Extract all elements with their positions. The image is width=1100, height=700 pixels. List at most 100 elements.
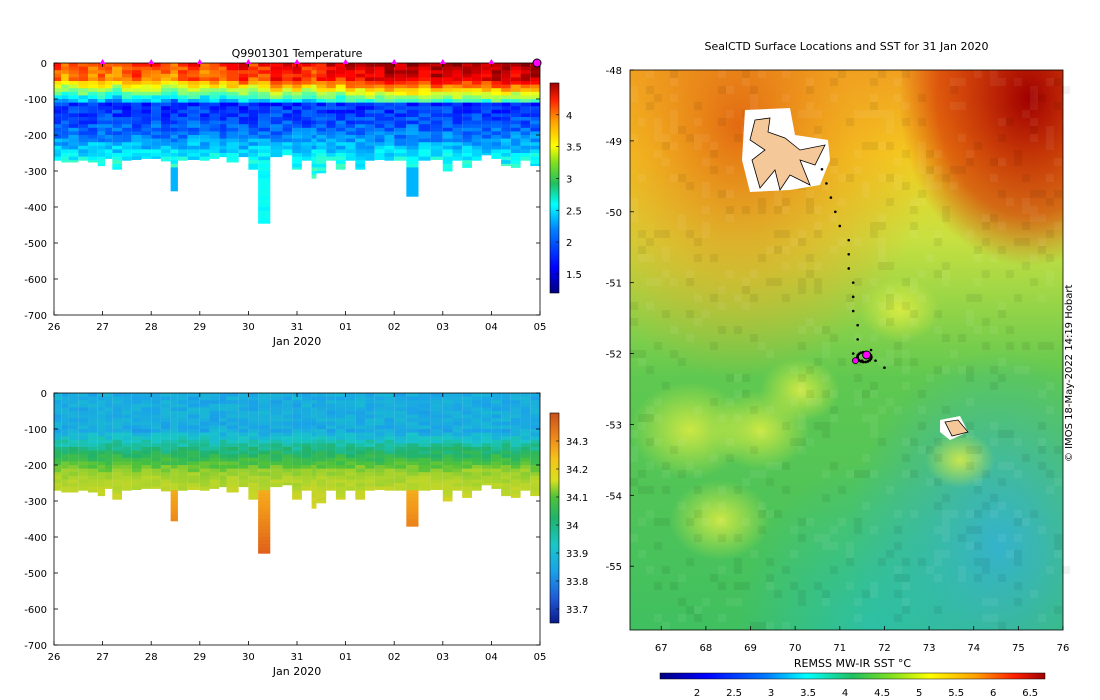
temp-cell xyxy=(270,81,283,86)
sal-cell xyxy=(530,429,540,434)
sst-pixel-noise xyxy=(870,230,878,238)
sst-pixel-noise xyxy=(990,158,998,166)
x-tick-label: 01 xyxy=(339,322,352,333)
sal-cell xyxy=(394,439,407,444)
temp-cell xyxy=(335,66,346,71)
temp-cell xyxy=(394,145,407,150)
sst-pixel-noise xyxy=(670,174,678,182)
temp-cell xyxy=(510,109,521,114)
temp-cell xyxy=(384,124,395,129)
sal-cell xyxy=(335,461,346,466)
temp-cell xyxy=(270,142,283,147)
sal-cell xyxy=(282,457,293,462)
temp-cell xyxy=(355,120,366,125)
temp-cell xyxy=(374,109,385,114)
temp-cell xyxy=(345,109,356,114)
latest-profile-marker xyxy=(532,58,542,68)
sal-cell xyxy=(530,421,540,426)
sal-cell xyxy=(374,411,385,416)
sal-cell xyxy=(335,475,346,480)
sst-pixel-noise xyxy=(830,158,838,166)
sst-pixel-noise xyxy=(638,414,646,422)
temp-cell xyxy=(112,66,123,71)
sal-cell xyxy=(282,411,293,416)
profile-marker xyxy=(148,59,155,64)
sal-cell xyxy=(406,400,419,405)
sst-pixel-noise xyxy=(654,230,662,238)
sal-cell xyxy=(248,493,259,498)
temp-cell xyxy=(105,95,113,100)
temp-cell xyxy=(406,181,419,186)
sal-cell xyxy=(471,411,482,416)
sal-cell xyxy=(170,497,178,502)
sst-pixel-noise xyxy=(798,422,806,430)
temp-cell xyxy=(209,77,220,82)
sal-cell xyxy=(270,421,283,426)
sal-cell xyxy=(355,475,366,480)
temp-cell xyxy=(418,84,431,89)
temp-cell xyxy=(160,77,171,82)
sal-cell xyxy=(326,439,336,444)
sst-pixel-noise xyxy=(1046,486,1054,494)
sal-cell xyxy=(88,396,98,401)
sal-cell xyxy=(452,436,463,441)
sal-cell xyxy=(430,457,443,462)
sst-pixel-noise xyxy=(646,366,654,374)
temp-cell xyxy=(122,73,132,78)
sst-pixel-noise xyxy=(662,134,670,142)
temp-cell xyxy=(88,113,98,118)
temp-cell xyxy=(97,88,106,93)
temp-cell xyxy=(141,135,152,140)
temp-cell xyxy=(68,153,79,158)
sal-cell xyxy=(316,454,327,459)
sst-pixel-noise xyxy=(638,470,646,478)
temp-cell xyxy=(177,135,188,140)
temp-cell xyxy=(418,135,431,140)
sal-cell xyxy=(301,461,312,466)
temp-cell xyxy=(141,106,152,111)
temp-cell xyxy=(258,77,271,82)
sal-cell xyxy=(418,414,431,419)
sal-cell xyxy=(170,511,178,516)
sst-pixel-noise xyxy=(990,438,998,446)
sal-cell xyxy=(122,447,132,452)
temp-cell xyxy=(177,91,188,96)
temp-cell xyxy=(374,131,385,136)
temp-cell xyxy=(452,135,463,140)
temp-cell xyxy=(160,109,171,114)
sal-cell xyxy=(374,461,385,466)
temp-cell xyxy=(345,117,356,122)
temp-cell xyxy=(430,102,443,107)
sal-cell xyxy=(481,472,492,477)
sal-cell xyxy=(54,479,62,484)
sal-cell xyxy=(530,465,540,470)
sst-pixel-noise xyxy=(926,254,934,262)
sst-pixel-noise xyxy=(734,326,742,334)
temp-cell xyxy=(311,63,317,68)
temp-cell xyxy=(442,106,453,111)
temp-cell xyxy=(112,77,123,82)
sal-cell xyxy=(151,479,161,484)
sal-cell xyxy=(374,454,385,459)
sal-cell xyxy=(238,443,249,448)
temp-cell xyxy=(501,113,511,118)
sal-cell xyxy=(170,429,178,434)
sst-pixel-noise xyxy=(726,86,734,94)
temp-cell xyxy=(530,124,540,129)
temp-cell xyxy=(406,102,419,107)
sal-cell xyxy=(311,436,317,441)
temp-cell xyxy=(209,149,220,154)
temp-cell xyxy=(238,138,249,143)
temp-cell xyxy=(97,66,106,71)
temp-cell xyxy=(78,127,89,132)
sal-cell xyxy=(292,425,302,430)
sal-cell xyxy=(68,403,79,408)
temp-cell xyxy=(160,120,171,125)
sal-cell xyxy=(248,418,259,423)
sst-pixel-noise xyxy=(966,318,974,326)
temp-cell xyxy=(219,117,227,122)
temp-cell xyxy=(78,113,89,118)
sal-cell xyxy=(481,407,492,412)
sal-cell xyxy=(141,418,152,423)
temp-cell xyxy=(442,145,453,150)
